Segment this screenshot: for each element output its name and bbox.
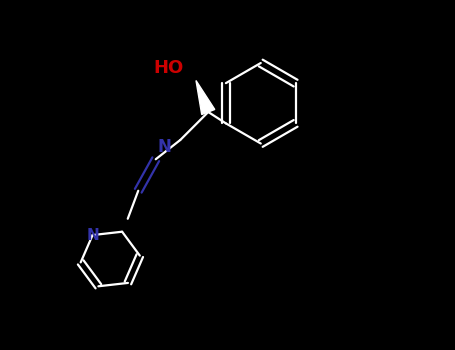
Text: N: N xyxy=(157,138,172,156)
Polygon shape xyxy=(196,80,215,114)
Text: HO: HO xyxy=(153,59,184,77)
Text: N: N xyxy=(86,228,99,243)
